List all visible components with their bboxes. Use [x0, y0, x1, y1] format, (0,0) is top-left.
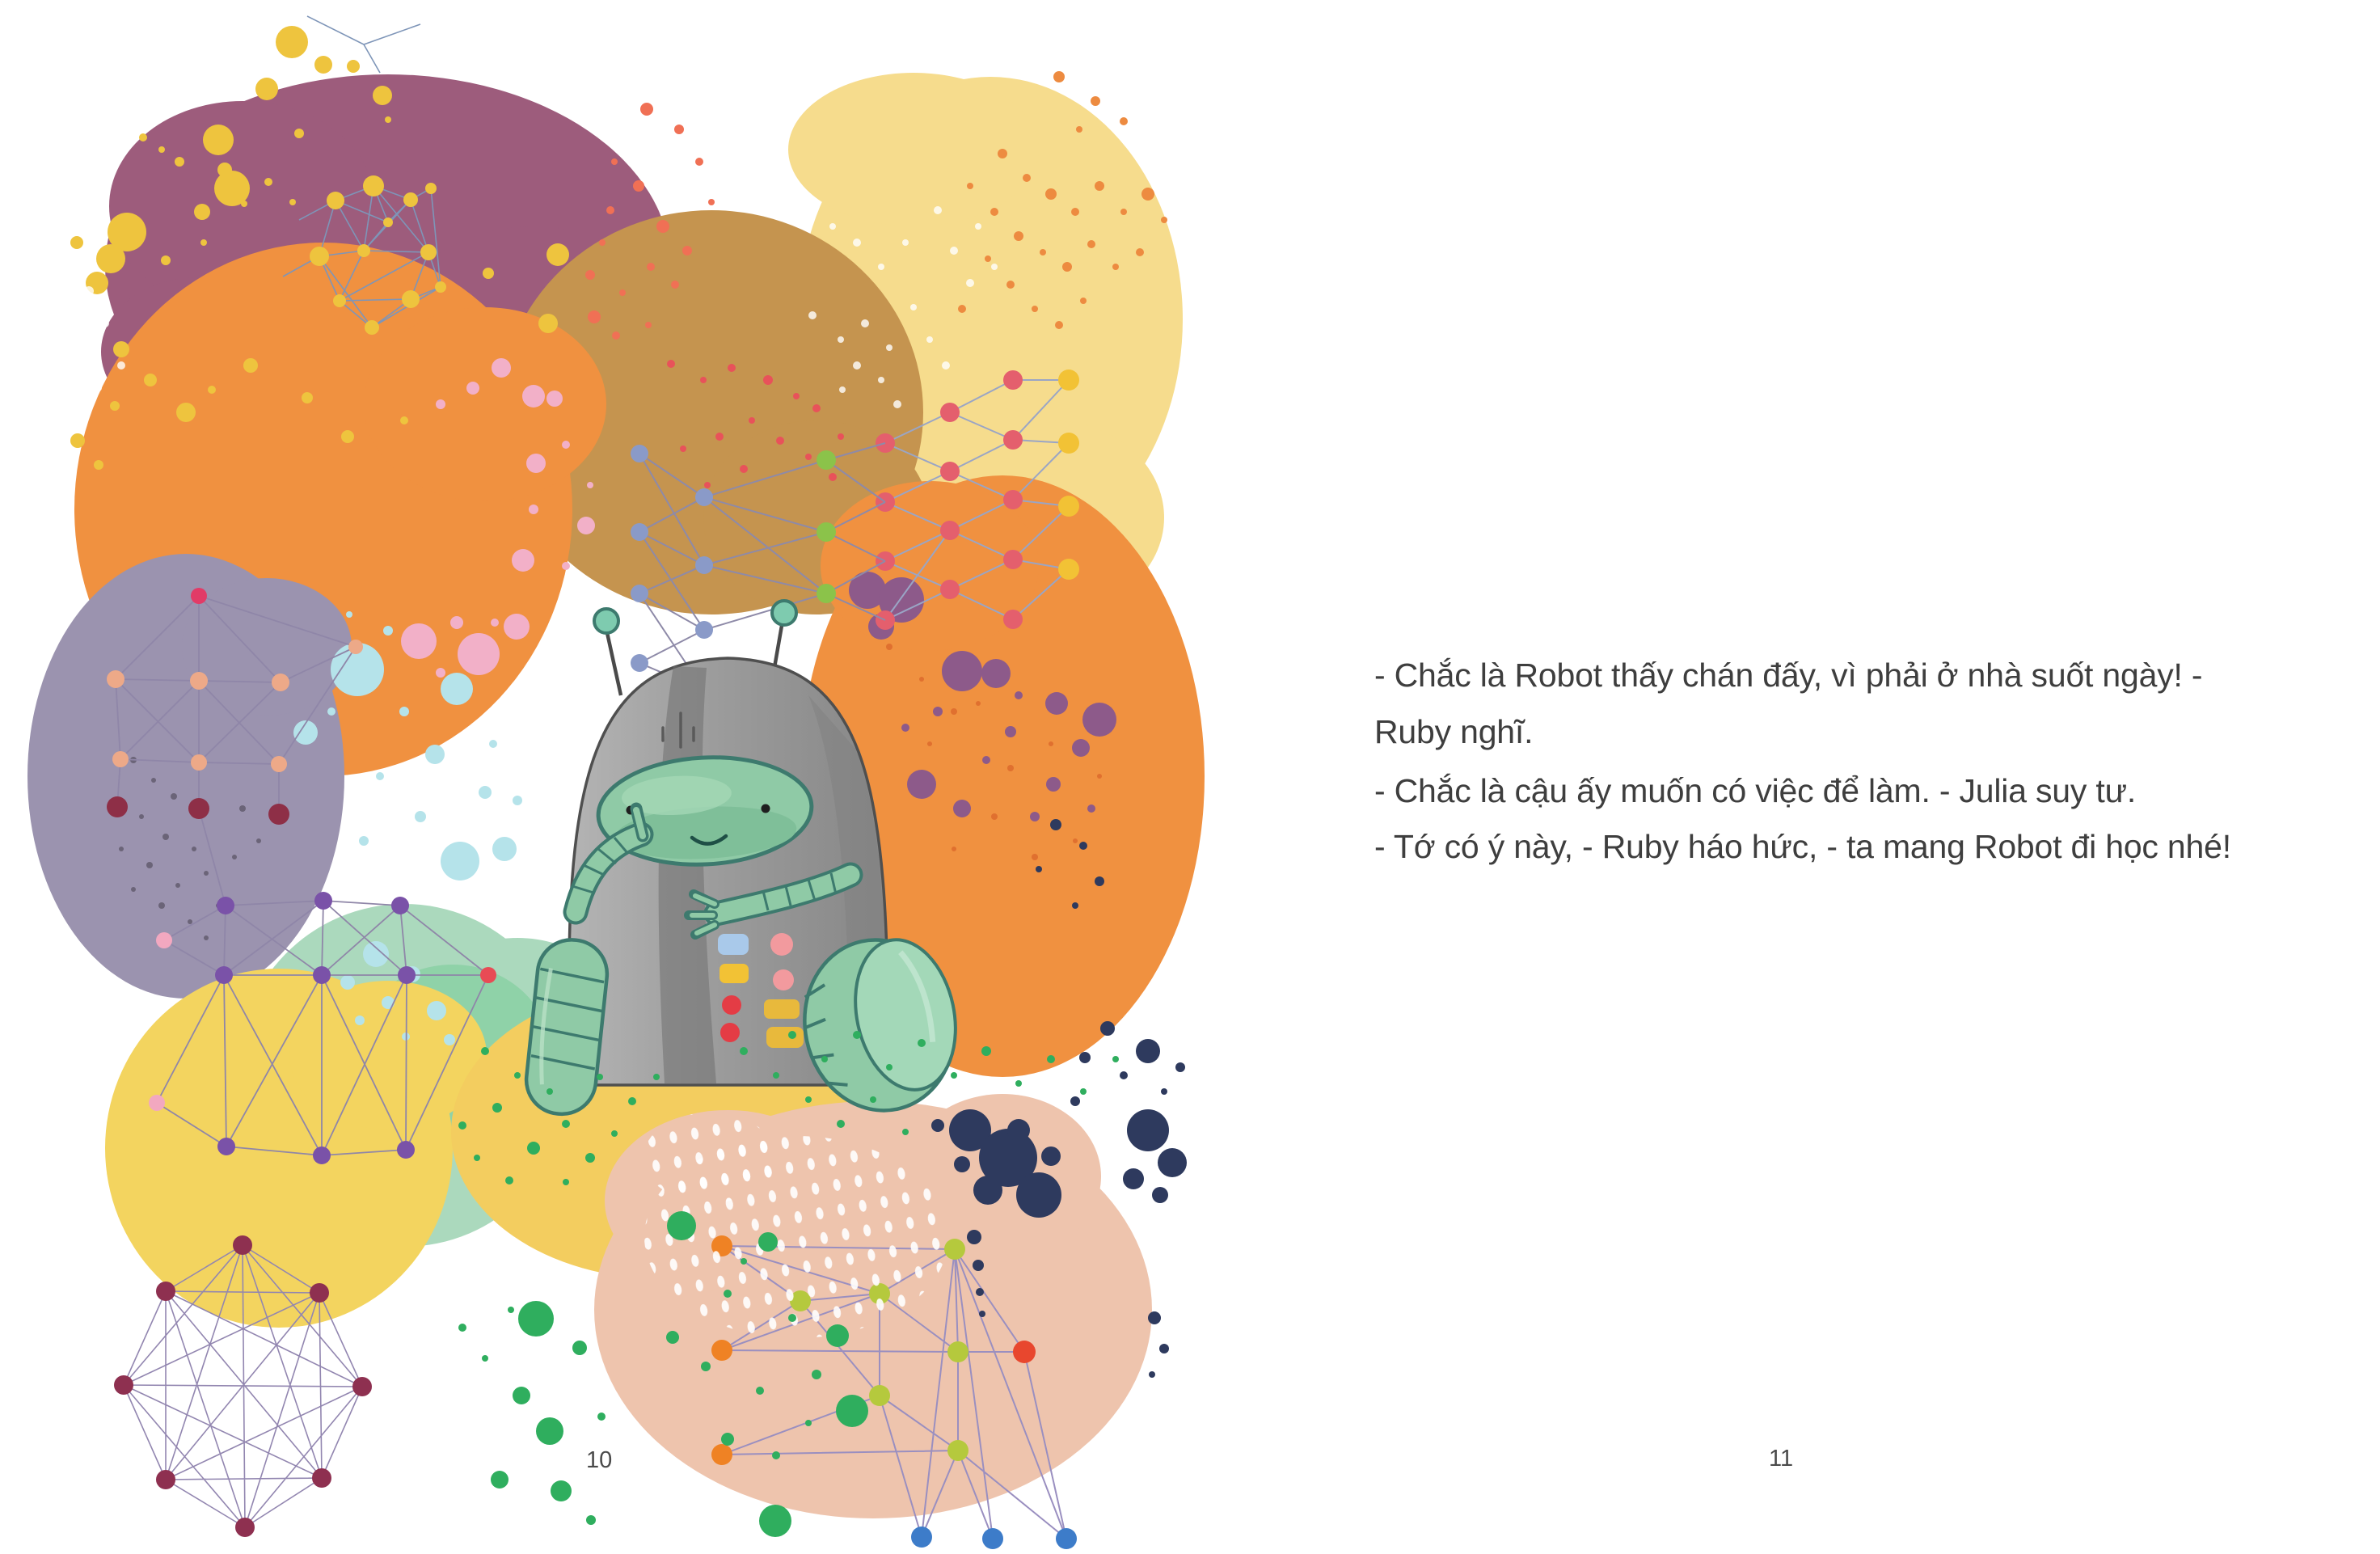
- robot-boot: [524, 938, 610, 1117]
- robot-wheel: [803, 938, 957, 1113]
- story-line: - Chắc là Robot thấy chán đấy, vì phải ở…: [1374, 657, 2203, 694]
- robot-buttons: [718, 933, 804, 1048]
- navy-splatter: [931, 819, 1187, 1378]
- robot-arm-right: [684, 862, 863, 940]
- network-graph-plum: [282, 15, 446, 335]
- network-graph-neural-red: [876, 369, 1079, 630]
- purple-splatter-orange-blob: [849, 572, 1116, 821]
- story-line: - Chắc là cậu ấy muốn có việc để làm. - …: [1374, 772, 2137, 809]
- green-splatter: [458, 1031, 1119, 1537]
- yellow-splatter: [70, 26, 569, 470]
- network-graph-complete: [114, 1235, 372, 1537]
- page-number-right: 11: [1769, 1446, 1794, 1472]
- storybook-illustration: [27, 15, 1205, 1549]
- network-graph-graypurple: [107, 588, 363, 906]
- story-line: - Tớ có ý này, - Ruby háo hức, - ta mang…: [1374, 828, 2231, 865]
- red-speckle-tan: [667, 360, 844, 488]
- orange-speckle-yellow-blob: [958, 71, 1167, 329]
- pink-splatter: [401, 358, 595, 678]
- gray-speckle: [119, 757, 261, 940]
- page-number-left: 10: [586, 1447, 613, 1473]
- salmon-splatter: [585, 103, 715, 340]
- robot-illustration: [524, 599, 957, 1117]
- network-graph-violet: [149, 892, 496, 1164]
- network-graph-slate: [631, 442, 886, 699]
- white-speckle: [78, 206, 998, 408]
- orange-speckle-orange-blob: [886, 644, 1102, 860]
- robot-head-marks: [661, 712, 695, 749]
- lightblue-splatter: [293, 611, 522, 1045]
- robot-eye-right: [761, 804, 770, 813]
- robot-smile: [690, 834, 728, 846]
- robot-arm-left: [563, 802, 654, 925]
- story-line: Ruby nghĩ.: [1374, 713, 1534, 750]
